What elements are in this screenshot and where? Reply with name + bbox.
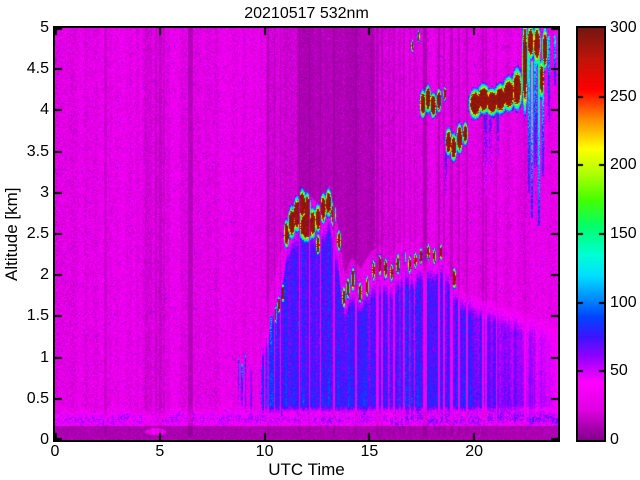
x-tick-label: 0 — [50, 443, 60, 460]
y-tick-label: 2 — [40, 266, 49, 284]
x-tick-label: 5 — [155, 443, 165, 460]
colorbar-tick-label: 0 — [610, 431, 619, 448]
y-tick-label: 0 — [40, 431, 49, 448]
y-tick-label: 0.5 — [26, 389, 49, 407]
colorbar-canvas — [578, 28, 604, 440]
x-axis-label: UTC Time — [268, 460, 345, 479]
y-tick-label: 1.5 — [26, 307, 49, 325]
colorbar-tick-label: 50 — [610, 362, 628, 380]
x-tick-label: 15 — [360, 443, 379, 460]
y-tick-label: 1 — [40, 348, 49, 366]
chart-title: 20210517 532nm — [244, 5, 369, 22]
y-tick-label: 3 — [40, 183, 49, 201]
y-tick-label: 5 — [40, 19, 49, 36]
y-tick-label: 4 — [40, 101, 49, 119]
colorbar-tick-label: 200 — [610, 156, 637, 174]
colorbar-tick-label: 300 — [610, 19, 637, 36]
x-tick-label: 10 — [255, 443, 274, 460]
colorbar-tick-label: 250 — [610, 87, 637, 105]
y-tick-label: 4.5 — [26, 60, 49, 78]
x-tick-label: 20 — [465, 443, 484, 460]
colorbar-tick-label: 100 — [610, 293, 637, 311]
colorbar-tick-label: 150 — [610, 225, 637, 242]
y-tick-label: 3.5 — [26, 142, 49, 160]
heatmap-canvas — [55, 28, 558, 440]
y-tick-label: 2.5 — [26, 225, 49, 242]
